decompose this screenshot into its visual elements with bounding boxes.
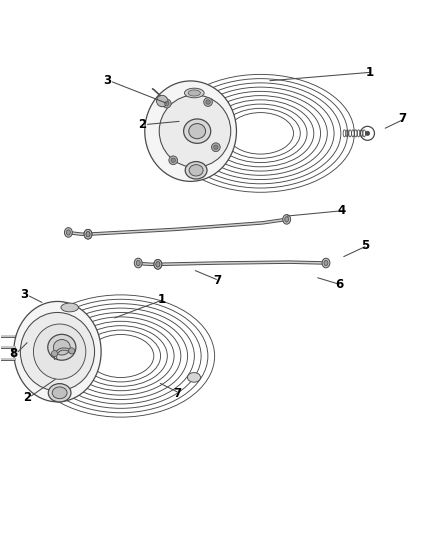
Ellipse shape	[84, 229, 92, 239]
Ellipse shape	[189, 124, 205, 139]
Text: 3: 3	[104, 75, 112, 87]
Ellipse shape	[86, 231, 90, 237]
Circle shape	[169, 156, 177, 165]
Ellipse shape	[48, 334, 76, 360]
Ellipse shape	[145, 81, 237, 181]
Ellipse shape	[33, 324, 86, 379]
Text: 2: 2	[23, 391, 31, 404]
Ellipse shape	[283, 215, 290, 224]
Ellipse shape	[53, 340, 70, 355]
Ellipse shape	[185, 161, 207, 179]
Ellipse shape	[134, 258, 142, 268]
Text: 1: 1	[158, 293, 166, 306]
Circle shape	[365, 131, 370, 135]
Ellipse shape	[84, 229, 92, 239]
Ellipse shape	[52, 387, 67, 399]
Text: 1: 1	[366, 66, 374, 79]
Ellipse shape	[20, 312, 95, 391]
Ellipse shape	[184, 88, 204, 98]
Ellipse shape	[86, 231, 90, 237]
Text: 3: 3	[21, 288, 29, 301]
Text: 7: 7	[173, 386, 182, 400]
Circle shape	[212, 143, 220, 151]
Circle shape	[165, 101, 169, 106]
Ellipse shape	[156, 262, 160, 267]
Ellipse shape	[184, 119, 211, 143]
Ellipse shape	[154, 260, 162, 269]
Text: 7: 7	[213, 274, 221, 287]
Text: 5: 5	[361, 239, 369, 252]
Text: 2: 2	[138, 118, 147, 131]
Ellipse shape	[156, 262, 160, 267]
Text: 4: 4	[337, 204, 346, 217]
Ellipse shape	[48, 384, 71, 402]
Ellipse shape	[322, 258, 330, 268]
Ellipse shape	[61, 303, 78, 312]
Circle shape	[206, 100, 210, 104]
Ellipse shape	[64, 228, 72, 237]
Circle shape	[156, 95, 168, 107]
Circle shape	[69, 348, 75, 354]
Ellipse shape	[154, 260, 162, 269]
Ellipse shape	[189, 165, 203, 176]
Text: 6: 6	[335, 278, 343, 292]
Circle shape	[214, 145, 218, 149]
Circle shape	[171, 158, 175, 163]
Ellipse shape	[187, 373, 201, 382]
Ellipse shape	[67, 230, 71, 235]
Circle shape	[52, 351, 58, 357]
Ellipse shape	[188, 90, 201, 96]
Ellipse shape	[324, 261, 328, 265]
Text: 8: 8	[10, 348, 18, 360]
Ellipse shape	[159, 95, 231, 167]
Text: 7: 7	[398, 112, 406, 125]
Circle shape	[162, 99, 171, 108]
Ellipse shape	[14, 302, 101, 402]
Circle shape	[204, 98, 212, 107]
Ellipse shape	[136, 261, 140, 265]
Ellipse shape	[285, 217, 289, 222]
